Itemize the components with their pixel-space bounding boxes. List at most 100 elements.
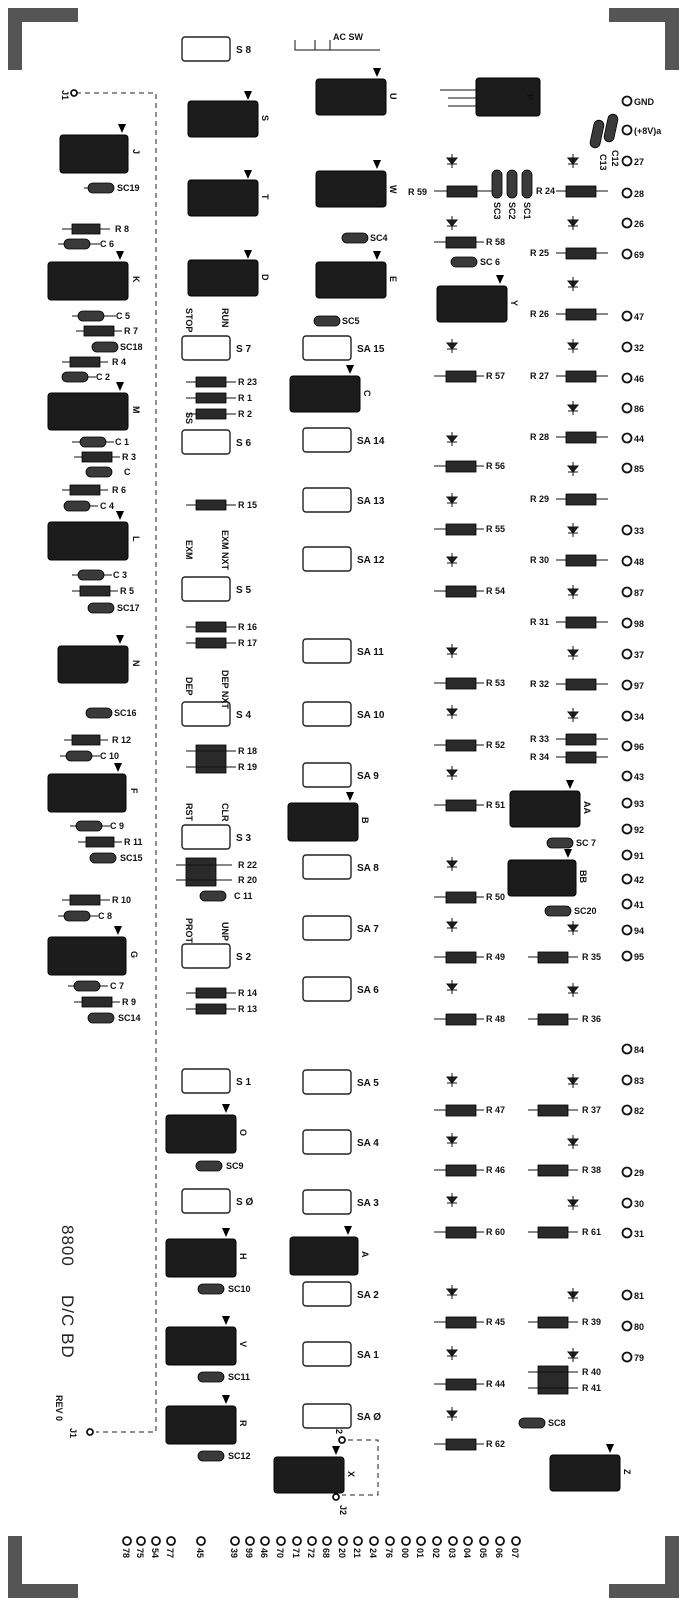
svg-text:R 1: R 1 [238, 393, 252, 403]
switch-sa11[interactable]: SA 11 [302, 638, 384, 664]
svg-text:Y: Y [509, 300, 519, 306]
ic-y: Y [436, 275, 519, 323]
left-passives: SC19 R 8 C 6 C 5 R 7 SC18 R 4 C 2 C 1 R … [58, 182, 143, 1024]
svg-text:SA 14: SA 14 [357, 436, 385, 447]
svg-text:77: 77 [165, 1548, 175, 1558]
svg-text:C 11: C 11 [234, 891, 253, 901]
ic-t: T [187, 170, 270, 217]
svg-text:C 7: C 7 [110, 981, 124, 991]
switch-sa0[interactable]: SA Ø [302, 1403, 381, 1429]
svg-text:R 59: R 59 [408, 187, 427, 197]
svg-text:R: R [238, 1420, 248, 1427]
svg-text:82: 82 [634, 1106, 644, 1116]
svg-text:C 3: C 3 [113, 570, 127, 580]
ic-o: O [165, 1104, 248, 1154]
svg-text:F: F [129, 788, 139, 794]
switch-sa8[interactable]: SA 8 [302, 854, 379, 880]
j1-top-label: J1 [60, 90, 70, 100]
ic-e: E [315, 251, 398, 299]
switch-s5-examine[interactable]: S 5 EXM EXM NXT [181, 530, 251, 602]
switch-s8[interactable]: S 8 [181, 36, 251, 62]
svg-text:79: 79 [634, 1353, 644, 1363]
svg-text:T: T [260, 194, 270, 200]
ac-switch-label: AC SW [333, 32, 364, 42]
switch-sa14[interactable]: SA 14 [302, 427, 385, 453]
corner-mark-top-left [8, 8, 78, 70]
svg-text:B: B [360, 817, 370, 824]
diodes-column-a [445, 154, 459, 1421]
switch-sa6[interactable]: SA 6 [302, 976, 379, 1002]
svg-text:43: 43 [634, 772, 644, 782]
svg-text:(+8V)a: (+8V)a [634, 126, 662, 136]
switch-sa9[interactable]: SA 9 [302, 762, 379, 788]
switch-sa4[interactable]: SA 4 [302, 1129, 379, 1155]
j1-top-pad [70, 89, 78, 97]
switch-sa5[interactable]: SA 5 [302, 1069, 379, 1095]
svg-text:U: U [388, 93, 398, 100]
svg-text:R 44: R 44 [486, 1379, 505, 1389]
svg-text:GND: GND [634, 97, 655, 107]
corner-mark-top-right [609, 8, 679, 70]
board-title-number: 8800 [58, 1225, 77, 1267]
svg-text:R 31: R 31 [530, 617, 549, 627]
svg-text:68: 68 [321, 1548, 331, 1558]
switch-s4-deposit[interactable]: S 4 DEP DEP NXT [181, 670, 251, 727]
svg-text:R 19: R 19 [238, 762, 257, 772]
svg-text:30: 30 [634, 1199, 644, 1209]
switch-s6-single-step[interactable]: S 6 SS [181, 412, 251, 455]
pads-right-edge: GND (+8V)a 27 28 26 69 47 32 46 86 44 85… [621, 95, 662, 1363]
switch-sa13[interactable]: SA 13 [302, 487, 385, 513]
svg-text:S 1: S 1 [236, 1077, 251, 1088]
ic-k: K [47, 251, 141, 301]
svg-text:45: 45 [195, 1548, 205, 1558]
svg-text:SC14: SC14 [118, 1013, 141, 1023]
j1-bottom-pad [86, 1428, 94, 1436]
svg-text:96: 96 [634, 742, 644, 752]
switch-sa1[interactable]: SA 1 [302, 1341, 379, 1367]
svg-text:R 32: R 32 [530, 679, 549, 689]
switch-sa15[interactable]: SA 15 [302, 335, 385, 361]
center-passives: R 23 R 1 R 2 R 15 R 16 R 17 R 18 R 19 R … [176, 232, 388, 1462]
switch-sa3[interactable]: SA 3 [302, 1189, 379, 1215]
ic-a: A [289, 1226, 370, 1276]
svg-text:SC8: SC8 [548, 1418, 566, 1428]
svg-text:SC11: SC11 [228, 1372, 250, 1382]
svg-text:R 10: R 10 [112, 895, 131, 905]
ic-aa: AA [509, 780, 592, 828]
switch-sa7[interactable]: SA 7 [302, 915, 379, 941]
svg-text:94: 94 [634, 926, 644, 936]
svg-text:C13: C13 [598, 154, 608, 171]
svg-text:SA 3: SA 3 [357, 1198, 379, 1209]
svg-text:RST: RST [184, 803, 194, 822]
svg-text:S 2: S 2 [236, 952, 251, 963]
svg-text:R 36: R 36 [582, 1014, 601, 1024]
svg-text:R 37: R 37 [582, 1105, 601, 1115]
svg-text:R 34: R 34 [530, 752, 549, 762]
svg-text:91: 91 [634, 851, 644, 861]
svg-text:R 4: R 4 [112, 357, 126, 367]
svg-text:R 41: R 41 [582, 1383, 601, 1393]
switch-s3-reset-clear[interactable]: S 3 RST CLR [181, 803, 251, 850]
svg-text:SA 9: SA 9 [357, 771, 379, 782]
svg-text:SC1: SC1 [522, 202, 532, 220]
svg-text:80: 80 [634, 1322, 644, 1332]
switch-s2-protect[interactable]: S 2 PROT UNP [181, 918, 251, 969]
svg-text:R 53: R 53 [486, 678, 505, 688]
switch-s1[interactable]: S 1 [181, 1068, 251, 1094]
svg-text:C 6: C 6 [100, 239, 114, 249]
switch-s0[interactable]: S Ø [181, 1188, 253, 1214]
switch-sa10[interactable]: SA 10 [302, 701, 385, 727]
svg-text:EXM NXT: EXM NXT [220, 530, 230, 571]
svg-text:R 15: R 15 [238, 500, 257, 510]
svg-text:C 1: C 1 [115, 437, 129, 447]
svg-text:R 3: R 3 [122, 452, 136, 462]
switch-s7-stop-run[interactable]: S 7 STOP RUN [181, 308, 251, 361]
switch-sa2[interactable]: SA 2 [302, 1281, 379, 1307]
svg-text:S Ø: S Ø [236, 1197, 253, 1208]
svg-text:31: 31 [634, 1229, 644, 1239]
svg-text:R 17: R 17 [238, 638, 257, 648]
svg-text:SA Ø: SA Ø [357, 1412, 381, 1423]
j2-label-b: J2 [338, 1505, 348, 1515]
switch-sa12[interactable]: SA 12 [302, 546, 385, 572]
